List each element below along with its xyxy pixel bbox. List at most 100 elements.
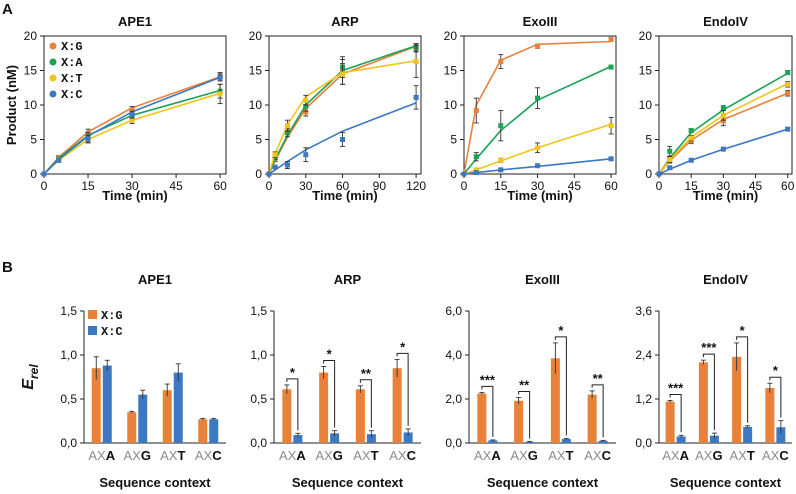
b-exoiii-title: ExoIII bbox=[525, 272, 560, 287]
b-exoiii-bar-xg bbox=[477, 393, 487, 443]
a-ape1-series-xc-point bbox=[85, 136, 91, 142]
b-endoiv-y-tick-label: 2,4 bbox=[635, 348, 652, 362]
a-endoiv-x-tick-label: 0 bbox=[656, 179, 663, 193]
b-ape1-bar-xg bbox=[198, 419, 208, 443]
a-exoiii-series-xc-point bbox=[535, 163, 541, 169]
a-endoiv-series-xt-point bbox=[688, 135, 694, 141]
a-ape1-series-xc-point bbox=[41, 171, 47, 177]
a-ape1-x-tick-label: 30 bbox=[125, 179, 139, 193]
b-arp-significance-stars: * bbox=[327, 346, 333, 361]
b-ape1-category-label: AXA bbox=[88, 448, 115, 463]
b-exoiii-significance-bracket bbox=[518, 390, 531, 439]
a-ape1-x-axis-label: Time (min) bbox=[102, 188, 168, 203]
b-exoiii-y-tick-label: 4,0 bbox=[445, 348, 462, 362]
a-endoiv-series-xa-point bbox=[688, 128, 694, 134]
b-ape1-x-axis-label: Sequence context bbox=[99, 475, 211, 490]
b-exoiii-significance-stars: ** bbox=[519, 377, 530, 392]
b-exoiii-bar-xc bbox=[561, 439, 571, 443]
b-endoiv-category-label: AXG bbox=[695, 448, 722, 463]
b-exoiii-bar-xc bbox=[598, 440, 608, 443]
b-arp-significance-stars: * bbox=[290, 365, 296, 380]
a-ape1-legend-marker bbox=[49, 90, 57, 98]
a-exoiii-series-xc-point bbox=[461, 171, 467, 177]
a-exoiii-series-xa-point bbox=[608, 64, 614, 70]
a-ape1-x-tick-label: 45 bbox=[169, 179, 183, 193]
a-endoiv-x-tick-label: 30 bbox=[717, 179, 731, 193]
a-endoiv-series-xc-point bbox=[667, 165, 673, 171]
a-exoiii-series-xg-point bbox=[608, 36, 614, 42]
b-exoiii-y-tick-label: 2,0 bbox=[445, 392, 462, 406]
a-arp-y-tick-label: 10 bbox=[249, 98, 263, 112]
b-endoiv-category-label: AXA bbox=[662, 448, 689, 463]
a-ape1-y-tick-label: 5 bbox=[30, 133, 37, 147]
b-arp-bar-xc bbox=[293, 435, 303, 443]
a-endoiv-x-tick-label: 60 bbox=[781, 179, 795, 193]
a-arp-x-tick-label: 120 bbox=[406, 179, 426, 193]
b-endoiv-significance-stars: * bbox=[740, 323, 746, 338]
panel-label-a: A bbox=[2, 1, 13, 18]
a-endoiv-series-xa-point bbox=[785, 70, 791, 76]
b-endoiv-bar-xc bbox=[743, 426, 753, 443]
a-endoiv-y-tick-label: 5 bbox=[645, 133, 652, 147]
b-endoiv-y-tick-label: 0,0 bbox=[635, 436, 652, 450]
b-ape1-category-label: AXC bbox=[195, 448, 222, 463]
b-arp-y-tick-label: 1,0 bbox=[250, 348, 267, 362]
a-ape1-y-tick-label: 10 bbox=[24, 98, 38, 112]
a-endoiv-x-tick-label: 15 bbox=[684, 179, 698, 193]
a-arp-series-xc-point bbox=[303, 152, 309, 158]
b-endoiv-x-axis-label: Sequence context bbox=[670, 475, 782, 490]
a-exoiii-y-tick-label: 10 bbox=[444, 98, 458, 112]
a-endoiv-y-tick-label: 15 bbox=[639, 64, 653, 78]
a-exoiii-x-axis-label: Time (min) bbox=[507, 188, 573, 203]
a-arp-y-tick-label: 5 bbox=[255, 133, 262, 147]
a-exoiii-series-xt-point bbox=[608, 123, 614, 129]
b-endoiv-significance-bracket bbox=[669, 393, 682, 433]
a-arp-series-xg-point bbox=[303, 109, 309, 115]
b-endoiv-bar-xg bbox=[765, 388, 775, 443]
a-ape1-y-axis-label: Product (nM) bbox=[4, 65, 19, 145]
b-exoiii-significance-stars: ** bbox=[593, 371, 604, 386]
b-arp-bar-xg bbox=[392, 368, 402, 443]
b-endoiv-significance-stars: *** bbox=[701, 340, 717, 355]
a-exoiii-series-xc-point bbox=[498, 167, 504, 173]
a-arp-x-tick-label: 60 bbox=[336, 179, 350, 193]
charts-layer: APE1 0 15 30 45 60 0 5 10 15 20 Time (min) Product (… bbox=[4, 14, 795, 490]
a-ape1-series-xc-point bbox=[56, 157, 62, 163]
a-endoiv-x-tick-label: 45 bbox=[749, 179, 763, 193]
a-ape1-x-tick-label: 0 bbox=[41, 179, 48, 193]
a-arp-y-tick-label: 20 bbox=[249, 29, 263, 43]
b-endoiv-y-tick-label: 3,6 bbox=[635, 304, 652, 318]
a-arp-title: ARP bbox=[331, 14, 359, 29]
a-exoiii-y-tick-label: 15 bbox=[444, 64, 458, 78]
a-endoiv-series-xa-point bbox=[667, 148, 673, 154]
b-ape1-y-tick-label: 0,0 bbox=[60, 436, 77, 450]
a-exoiii-series-xa-fit-line bbox=[463, 65, 612, 175]
a-ape1-series-xg-point bbox=[129, 107, 135, 113]
a-endoiv-x-axis-label: Time (min) bbox=[693, 188, 759, 203]
b-arp-bar-xg bbox=[282, 389, 292, 443]
b-exoiii-bar-xg bbox=[587, 394, 597, 443]
b-ape1-y-tick-label: 1,0 bbox=[60, 348, 77, 362]
b-endoiv-significance-stars: *** bbox=[668, 380, 684, 395]
a-arp-x-axis-label: Time (min) bbox=[312, 188, 378, 203]
a-ape1-series-xt-point bbox=[217, 91, 223, 97]
a-ape1-x-tick-label: 60 bbox=[213, 179, 227, 193]
b-ape1-y-tick-label: 0,5 bbox=[60, 392, 77, 406]
a-endoiv-series-xg-point bbox=[785, 90, 791, 96]
a-exoiii-series-xa-point bbox=[498, 123, 504, 129]
b-endoiv-bar-xc bbox=[676, 436, 686, 443]
a-exoiii-series-xc-point bbox=[473, 170, 479, 176]
b-ape1-bar-xc bbox=[209, 419, 219, 443]
a-exoiii-series-xg-point bbox=[473, 108, 479, 114]
b-exoiii-y-tick-label: 6,0 bbox=[445, 304, 462, 318]
b-endoiv-bar-xc bbox=[709, 435, 719, 443]
a-arp-series-xa-fit-line bbox=[268, 44, 417, 175]
a-endoiv-y-tick-label: 20 bbox=[639, 29, 653, 43]
b-arp-significance-stars: * bbox=[400, 339, 406, 354]
b-ape1-legend-label: X:C bbox=[101, 325, 123, 339]
a-ape1-y-tick-label: 20 bbox=[24, 29, 38, 43]
b-exoiii-significance-bracket bbox=[591, 384, 604, 438]
a-ape1-legend-marker bbox=[49, 58, 57, 66]
a-arp-series-xt-point bbox=[272, 152, 278, 158]
b-endoiv-bar-xg bbox=[732, 356, 742, 443]
